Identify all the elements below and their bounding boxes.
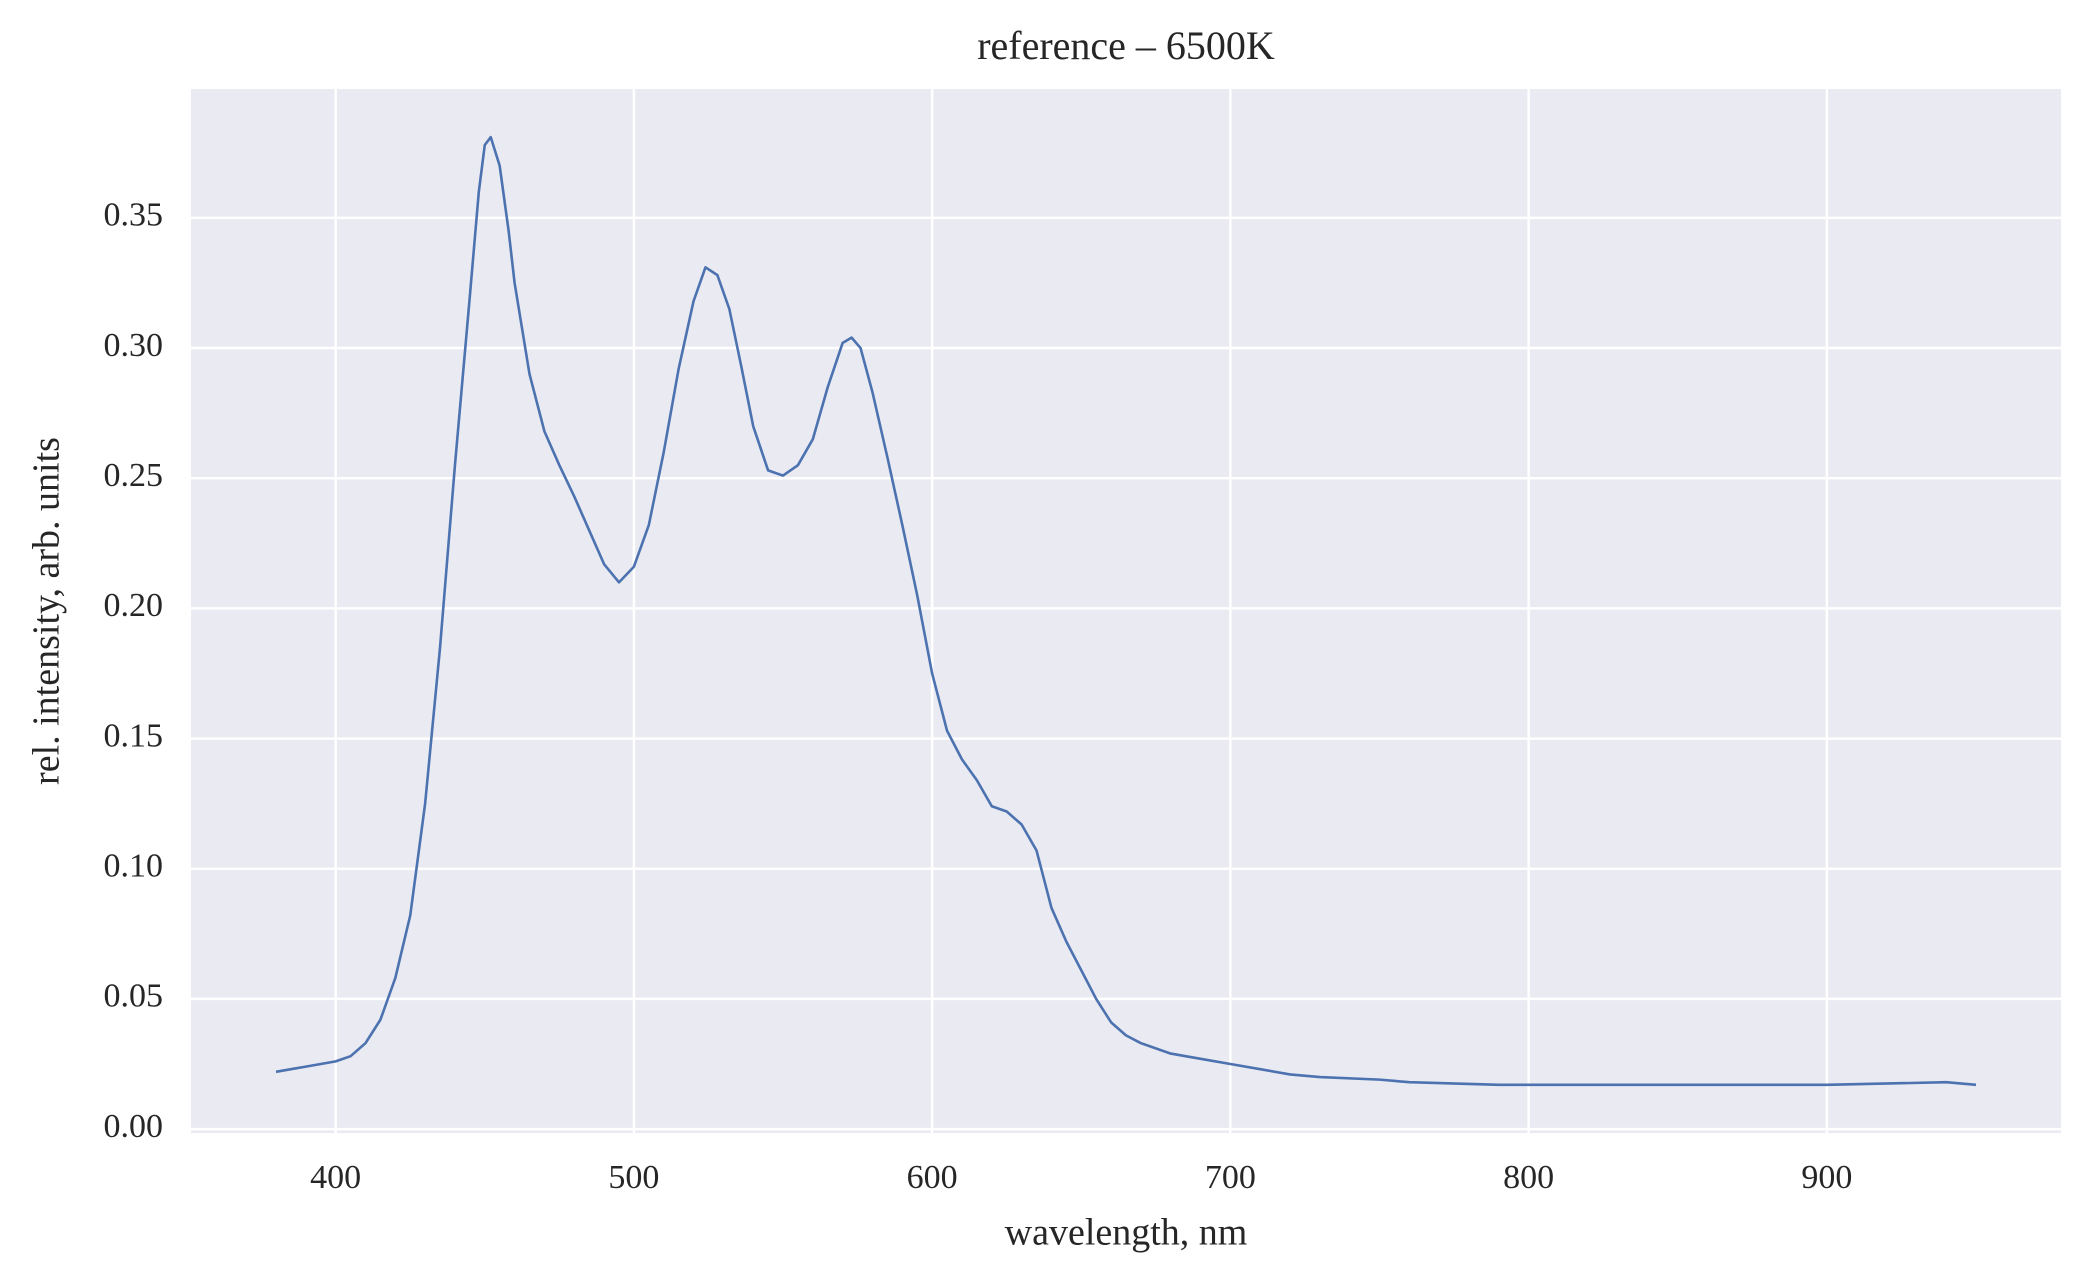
x-tick-label: 700 (1205, 1159, 1256, 1196)
y-tick-label: 0.35 (104, 197, 164, 234)
x-axis-label: wavelength, nm (1005, 1212, 1248, 1254)
plot-area (191, 89, 2061, 1133)
x-tick-label: 500 (608, 1159, 659, 1196)
x-tick-label: 800 (1503, 1159, 1554, 1196)
chart-title: reference – 6500K (977, 23, 1275, 68)
x-tick-label: 600 (907, 1159, 958, 1196)
y-tick-label: 0.30 (104, 327, 164, 364)
y-tick-label: 0.10 (104, 848, 164, 885)
y-tick-label: 0.00 (104, 1108, 164, 1145)
data-line (275, 135, 1977, 1087)
y-tick-label: 0.15 (104, 717, 164, 754)
y-tick-label: 0.25 (104, 457, 164, 494)
x-tick-label: 900 (1801, 1159, 1852, 1196)
y-axis-label: rel. intensity, arb. units (26, 437, 68, 785)
x-tick-label: 400 (310, 1159, 361, 1196)
y-tick-label: 0.20 (104, 587, 164, 624)
y-tick-label: 0.05 (104, 978, 164, 1015)
